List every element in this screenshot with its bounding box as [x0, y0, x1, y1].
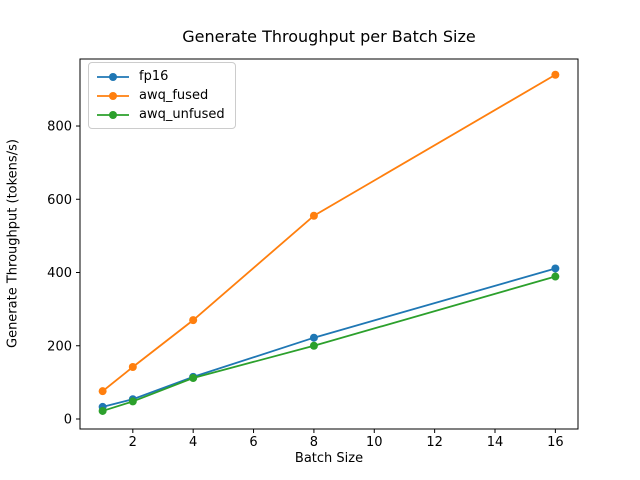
series-marker-awq_fused — [98, 387, 107, 396]
series-marker-awq_fused — [128, 362, 137, 371]
legend-label: awq_fused — [139, 88, 209, 103]
series-marker-awq_unfused — [98, 406, 107, 415]
series-marker-awq_fused — [551, 70, 560, 79]
x-tick-label: 16 — [547, 435, 564, 450]
x-tick-label: 14 — [487, 435, 504, 450]
x-tick-label: 4 — [189, 435, 197, 450]
y-tick-label: 400 — [47, 266, 72, 281]
legend-line-marker-icon — [97, 91, 129, 100]
legend-label: awq_unfused — [139, 107, 225, 122]
y-tick-label: 0 — [64, 413, 72, 428]
y-tick-label: 800 — [47, 120, 72, 135]
series-marker-awq_unfused — [128, 397, 137, 406]
axes-spines — [79, 58, 579, 430]
series-line-awq_unfused — [102, 275, 556, 412]
x-tick-label: 2 — [129, 435, 137, 450]
y-axis-label: Generate Throughput (tokens/s) — [5, 139, 21, 349]
legend-item-awq_unfused: awq_unfused — [96, 105, 225, 124]
legend-label: fp16 — [139, 69, 169, 84]
series-marker-awq_fused — [189, 316, 198, 325]
series-marker-awq_unfused — [189, 373, 198, 382]
legend-item-fp16: fp16 — [96, 67, 225, 86]
legend: fp16 awq_fused awq_unfused — [88, 62, 236, 129]
x-tick-label: 10 — [366, 435, 383, 450]
y-tick-label: 600 — [47, 193, 72, 208]
x-tick-label: 6 — [249, 435, 257, 450]
series-marker-awq_unfused — [309, 341, 318, 350]
legend-item-awq_fused: awq_fused — [96, 86, 225, 105]
x-tick-label: 8 — [310, 435, 318, 450]
chart-title: Generate Throughput per Batch Size — [182, 27, 476, 46]
legend-line-marker-icon — [97, 110, 129, 119]
x-tick-label: 12 — [426, 435, 443, 450]
y-tick-label: 200 — [47, 339, 72, 354]
x-axis-label: Batch Size — [294, 451, 364, 466]
series-marker-fp16 — [309, 333, 318, 342]
series-marker-awq_unfused — [551, 272, 560, 281]
series-marker-awq_fused — [309, 211, 318, 220]
legend-line-marker-icon — [97, 72, 129, 81]
series-marker-fp16 — [551, 264, 560, 273]
